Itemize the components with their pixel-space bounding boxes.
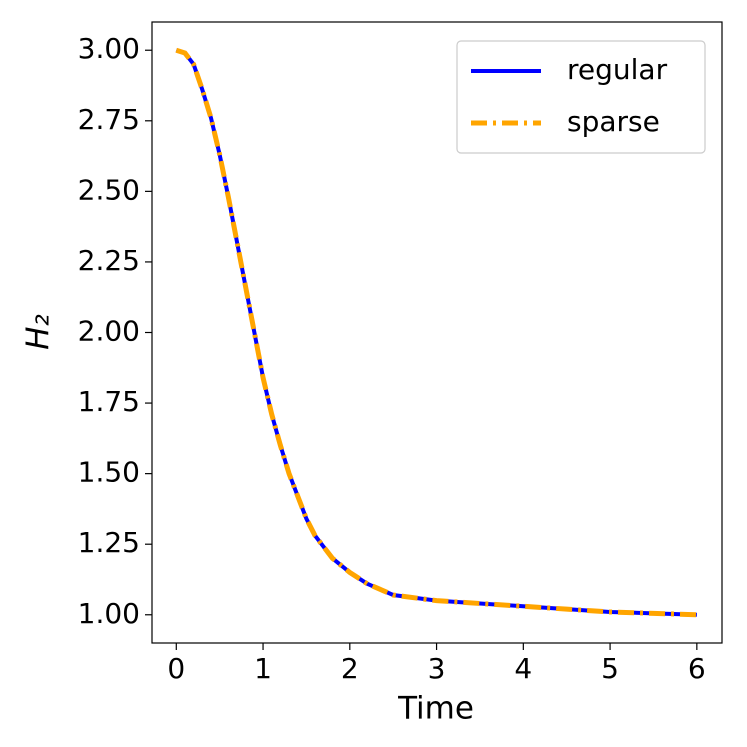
x-tick-label: 6 [688, 652, 706, 685]
legend-label: sparse [567, 105, 660, 138]
y-tick-label: 2.50 [78, 173, 140, 206]
x-tick-label: 2 [341, 652, 359, 685]
y-tick-label: 1.75 [78, 385, 140, 418]
legend: regular sparse [456, 40, 706, 154]
x-tick-label: 4 [514, 652, 532, 685]
x-tick-label: 3 [428, 652, 446, 685]
y-tick-label: 1.25 [78, 526, 140, 559]
y-tick-label: 1.00 [78, 597, 140, 630]
line-sparse [175, 47, 697, 618]
y-tick-label: 3.00 [78, 32, 140, 65]
y-tick-label: 2.75 [78, 103, 140, 136]
x-tick-label: 1 [254, 652, 272, 685]
x-tick-label: 0 [167, 652, 185, 685]
legend-label: regular [567, 53, 668, 86]
y-tick-label: 2.25 [78, 244, 140, 277]
y-axis-label: H₂ [21, 314, 57, 350]
y-tick-label: 1.50 [78, 456, 140, 489]
x-axis-label: Time [397, 691, 474, 727]
axes-frame [151, 21, 723, 644]
y-tick-label: 2.00 [78, 315, 140, 348]
x-tick-label: 5 [601, 652, 619, 685]
